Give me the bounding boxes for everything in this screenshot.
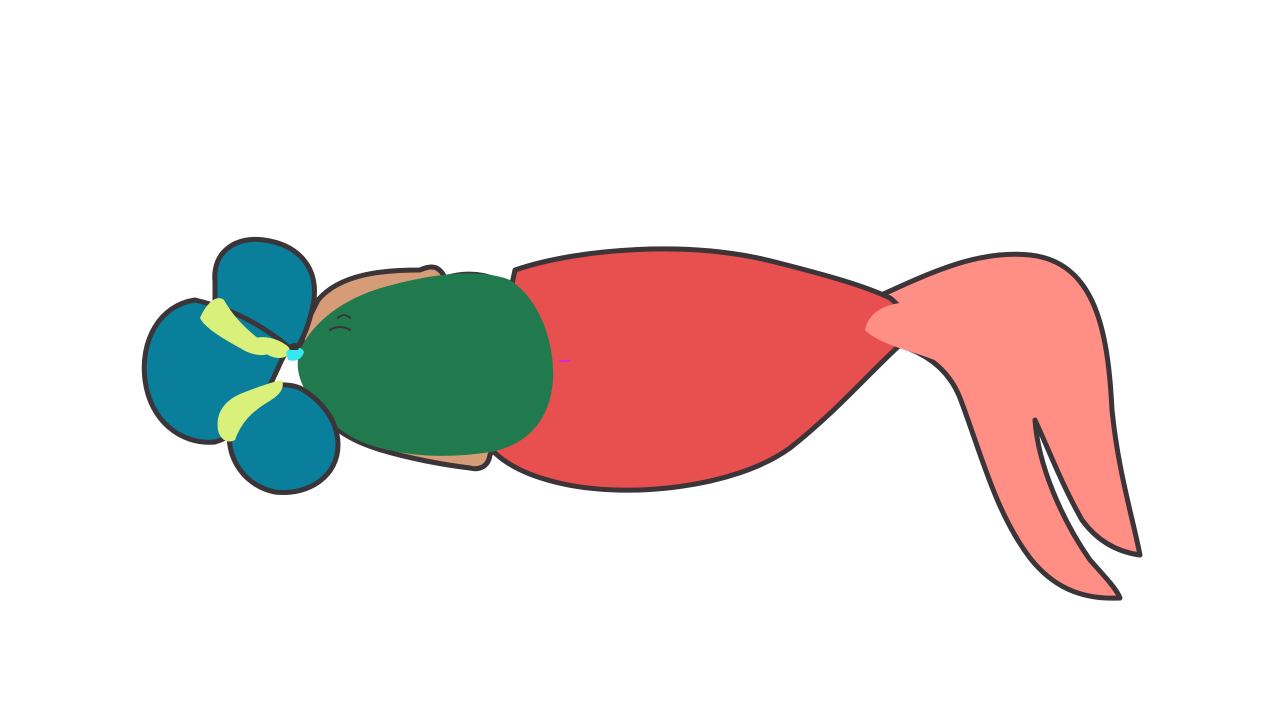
face-detail <box>329 314 351 331</box>
green-top <box>297 273 554 456</box>
tail-body <box>477 246 954 493</box>
hair <box>141 236 341 495</box>
